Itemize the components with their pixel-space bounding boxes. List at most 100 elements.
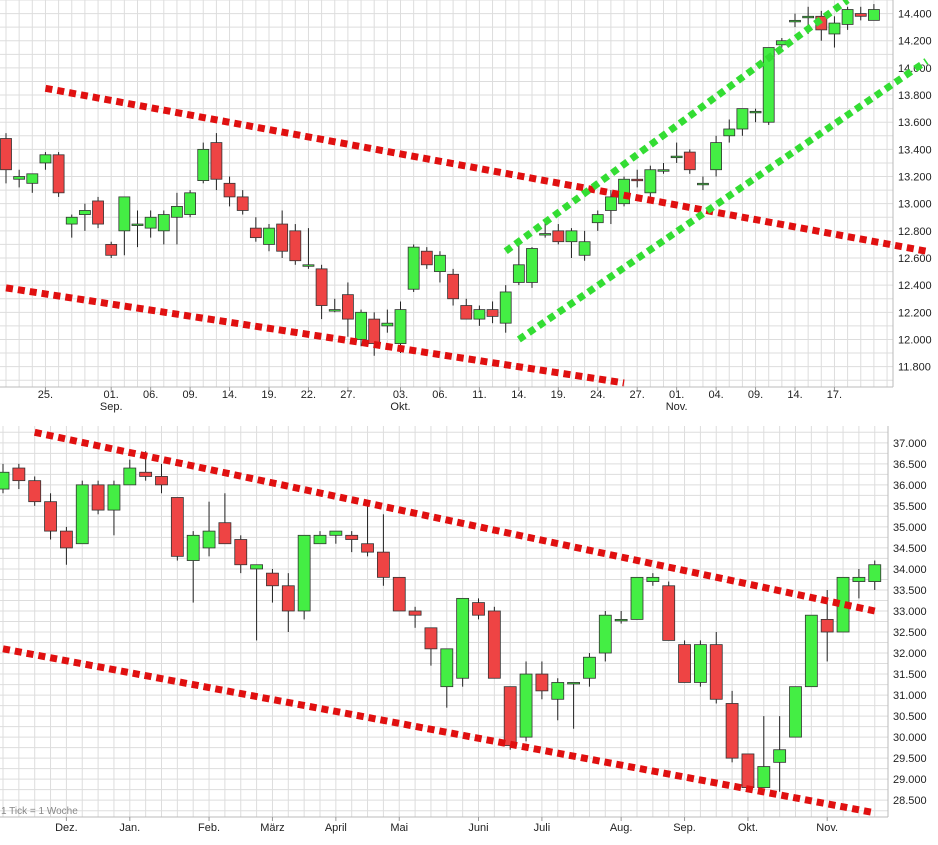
- candle-body: [551, 682, 565, 700]
- candle-body: [197, 148, 210, 182]
- y-tick-label: 12.400: [898, 280, 932, 292]
- x-tick-label: 19.: [261, 389, 276, 401]
- candle-body: [526, 248, 538, 283]
- y-tick-label: 33.500: [893, 585, 927, 597]
- candle-body: [118, 196, 131, 232]
- candle-body: [328, 309, 341, 312]
- y-tick-label: 35.500: [893, 501, 927, 513]
- x-tick-label: Aug.: [610, 822, 633, 834]
- candle-body: [407, 246, 420, 290]
- candle-body: [456, 597, 470, 679]
- candle-body: [157, 214, 170, 232]
- x-tick-label: Feb.: [198, 822, 220, 834]
- candle-body: [171, 205, 183, 218]
- x-tick-label: 25.: [38, 389, 53, 401]
- candle-body: [854, 13, 867, 17]
- candle-body: [630, 576, 644, 620]
- candle-body: [741, 753, 755, 788]
- candle-body: [614, 618, 628, 622]
- candle-body: [487, 610, 501, 679]
- y-tick-label: 12.600: [898, 253, 932, 265]
- trendline-red: [5, 284, 625, 387]
- candle-body: [828, 22, 841, 35]
- candle-body: [394, 309, 407, 344]
- x-tick-label: 22.: [301, 389, 316, 401]
- x-tick-label: 03.: [393, 389, 408, 401]
- y-tick-label: 36.000: [893, 480, 927, 492]
- candle-body: [657, 169, 670, 172]
- x-tick-label: 24.: [590, 389, 605, 401]
- x-tick-label: 14.: [222, 389, 237, 401]
- candle-body: [297, 534, 311, 612]
- x-tick-label: 06.: [143, 389, 158, 401]
- candle-body: [52, 154, 65, 194]
- candle-body: [0, 138, 12, 171]
- candle-body: [250, 564, 264, 570]
- trendline-green: [503, 0, 850, 255]
- y-tick-label: 34.500: [893, 543, 927, 555]
- candle-body: [646, 576, 660, 582]
- candle-body: [694, 644, 707, 683]
- x-tick-label: 09.: [182, 389, 197, 401]
- x-tick-label: 01.: [669, 389, 684, 401]
- y-tick-label: 32.000: [893, 648, 927, 660]
- candle-body: [683, 151, 696, 171]
- y-tick-label: 37.000: [893, 438, 927, 450]
- y-tick-label: 28.500: [893, 795, 927, 807]
- y-tick-label: 31.500: [893, 669, 927, 681]
- candle-body: [266, 572, 279, 587]
- candle-body: [820, 618, 834, 633]
- candle-body: [223, 182, 236, 198]
- candle-body: [535, 673, 549, 692]
- candle-body: [709, 644, 723, 700]
- x-tick-label: 06.: [432, 389, 447, 401]
- candle-body: [565, 230, 578, 243]
- candle-body: [503, 686, 517, 746]
- x-tick-label: 27.: [340, 389, 355, 401]
- y-tick-label: 13.400: [898, 144, 932, 156]
- y-tick-label: 35.000: [893, 522, 927, 534]
- y-tick-label: 30.000: [893, 732, 927, 744]
- y-tick-label: 13.800: [898, 90, 932, 102]
- candle-body: [345, 534, 359, 540]
- candle-body: [13, 176, 26, 180]
- candle-body: [91, 484, 105, 511]
- candle-body: [697, 182, 709, 186]
- x-tick-label: Dez.: [55, 822, 78, 834]
- candle-body: [281, 585, 295, 612]
- x-tick-label: 19.: [551, 389, 566, 401]
- candle-body: [578, 241, 591, 256]
- candle-body: [789, 19, 801, 23]
- x-tick-label: April: [325, 822, 347, 834]
- candle-body: [618, 178, 630, 205]
- candle-body: [567, 682, 580, 685]
- candle-body: [329, 530, 343, 536]
- candle-body: [92, 200, 104, 225]
- candle-body: [44, 501, 57, 532]
- candle-body: [420, 250, 433, 266]
- candle-body: [376, 551, 390, 578]
- y-tick-label: 31.000: [893, 690, 927, 702]
- candle-body: [155, 476, 168, 486]
- candle-body: [591, 214, 604, 224]
- candle-body: [65, 216, 78, 225]
- candle-body: [434, 254, 446, 272]
- candle-body: [139, 471, 153, 477]
- candle-body: [486, 309, 499, 317]
- daily-candlestick-chart: 11.800 12.000 12.200 12.400 12.600 12.800 13.0…: [0, 0, 932, 413]
- trendline-red: [44, 84, 928, 255]
- candle-body: [28, 480, 42, 503]
- candle-body: [186, 534, 200, 561]
- candle-body: [381, 322, 394, 327]
- candle-body: [757, 766, 771, 788]
- trendline-green: [516, 58, 929, 343]
- x-tick-label: Nov.: [816, 822, 838, 834]
- y-tick-label: 30.500: [893, 711, 927, 723]
- candle-body: [361, 543, 374, 553]
- candle-body: [341, 294, 354, 320]
- candle-body: [313, 534, 327, 545]
- candle-body: [773, 749, 787, 763]
- y-tick-label: 12.200: [898, 307, 932, 319]
- candle-body: [392, 576, 406, 612]
- candle-body: [105, 244, 118, 256]
